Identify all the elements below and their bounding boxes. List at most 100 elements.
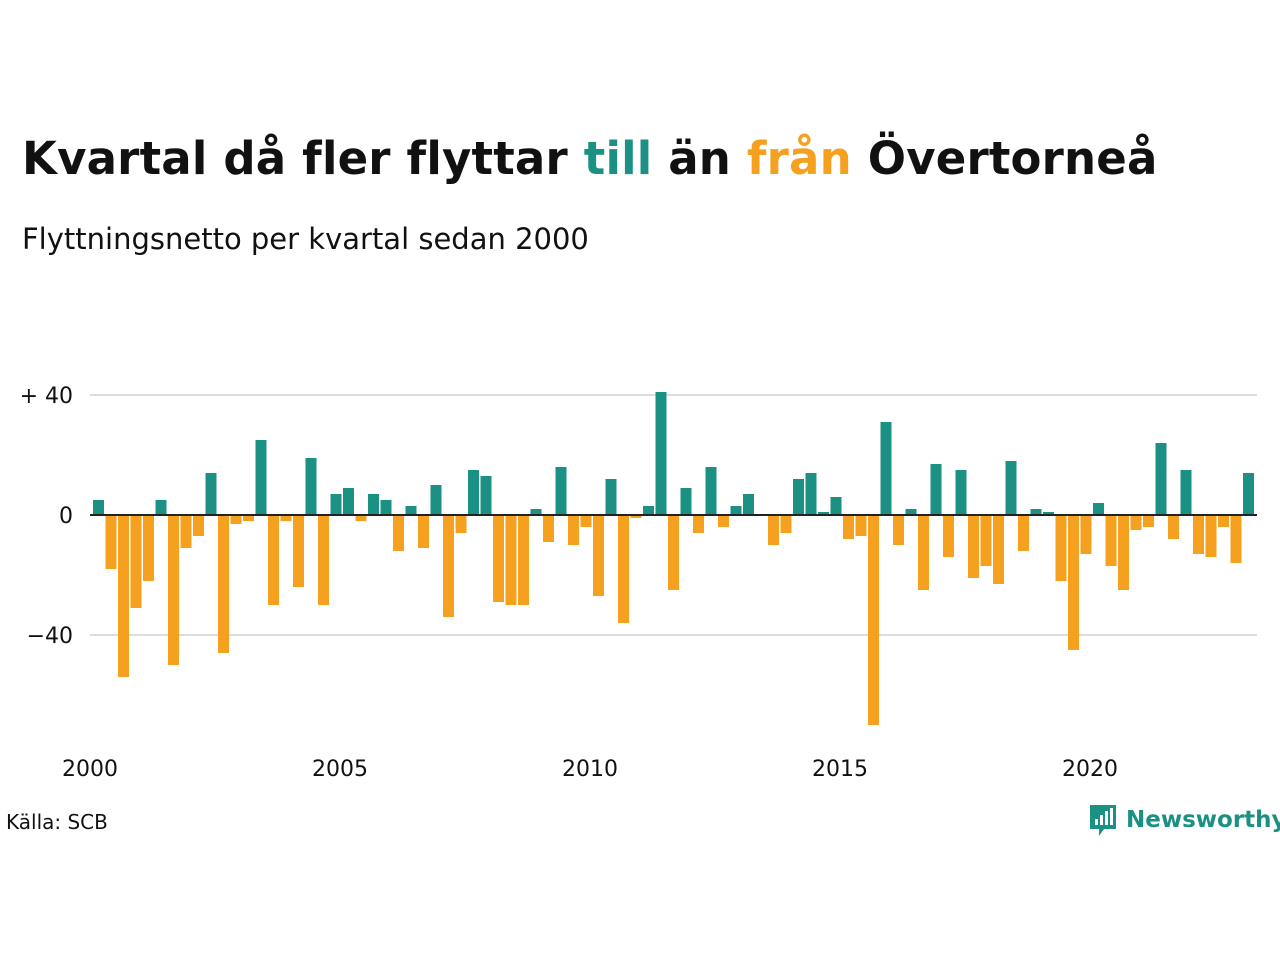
bar	[330, 494, 342, 515]
bar	[993, 515, 1004, 584]
y-tick-labels: + 40 0 −40	[20, 384, 73, 649]
x-tick-label: 2000	[62, 757, 118, 782]
bar	[955, 470, 967, 515]
bar	[805, 473, 817, 515]
bar	[1155, 443, 1167, 515]
bar	[693, 515, 704, 533]
bar	[255, 440, 267, 515]
bar	[980, 515, 992, 566]
bars	[90, 392, 1257, 725]
bar	[1218, 515, 1229, 527]
bar	[1118, 515, 1129, 590]
bar	[468, 470, 479, 515]
bar	[793, 479, 804, 515]
bar	[93, 500, 104, 515]
bar	[1093, 503, 1104, 515]
bar	[1180, 470, 1192, 515]
bar	[193, 515, 204, 536]
bar	[1130, 515, 1142, 530]
x-tick-label: 2020	[1062, 757, 1118, 782]
bar-chart: + 40 0 −40 2000 2005 2010 2015 2020	[20, 384, 1257, 782]
bar	[855, 515, 867, 536]
bar	[868, 515, 879, 725]
bar	[818, 512, 829, 515]
bar	[243, 515, 254, 521]
x-tick-label: 2015	[812, 757, 868, 782]
bar	[1030, 509, 1042, 515]
bar	[455, 515, 467, 533]
bar	[1205, 515, 1217, 557]
bar	[780, 515, 792, 533]
bar	[930, 464, 942, 515]
bar	[230, 515, 242, 524]
bar	[943, 515, 954, 557]
bar	[643, 506, 654, 515]
bar	[293, 515, 304, 587]
bar	[430, 485, 442, 515]
bar	[443, 515, 454, 617]
title-fran: från	[746, 132, 852, 185]
bar	[605, 479, 617, 515]
bar	[318, 515, 329, 605]
bar	[480, 476, 492, 515]
x-tick-label: 2010	[562, 757, 618, 782]
y-tick-label: + 40	[20, 384, 73, 409]
bar	[630, 515, 642, 518]
bar	[730, 506, 742, 515]
bar	[705, 467, 717, 515]
bar	[105, 515, 117, 569]
bar	[543, 515, 554, 542]
bar	[130, 515, 142, 608]
brand-logo: Newsworthy	[1088, 802, 1280, 838]
y-tick-label: 0	[59, 504, 73, 529]
y-tick-label: −40	[27, 624, 73, 649]
title-part-3: Övertorneå	[851, 132, 1158, 185]
bar	[405, 506, 417, 515]
bar	[305, 458, 317, 515]
bar	[743, 494, 754, 515]
bar	[343, 488, 354, 515]
bar	[1018, 515, 1029, 551]
bar	[218, 515, 229, 653]
bar	[118, 515, 129, 677]
bar	[168, 515, 179, 665]
bar	[593, 515, 604, 596]
bar	[268, 515, 279, 605]
bar	[580, 515, 592, 527]
bar	[1068, 515, 1079, 650]
bar	[1243, 473, 1254, 515]
bar	[655, 392, 667, 515]
bar	[393, 515, 404, 551]
title-till: till	[583, 132, 653, 185]
bar	[180, 515, 192, 548]
chart-title: Kvartal då fler flyttar till än från Öve…	[22, 132, 1158, 185]
bar	[918, 515, 929, 590]
brand-name: Newsworthy	[1126, 807, 1280, 833]
bar	[143, 515, 154, 581]
bar	[1005, 461, 1017, 515]
source-note: Källa: SCB	[6, 810, 108, 834]
title-part-2: än	[652, 132, 747, 185]
bar	[1193, 515, 1204, 554]
bar	[355, 515, 367, 521]
title-part-1: Kvartal då fler flyttar	[22, 132, 584, 185]
x-tick-label: 2005	[312, 757, 368, 782]
bar	[968, 515, 979, 578]
bar	[1105, 515, 1117, 566]
newsworthy-logo-icon	[1090, 805, 1116, 836]
bar	[1080, 515, 1092, 554]
bar	[843, 515, 854, 539]
bar	[1043, 512, 1054, 515]
x-tick-labels: 2000 2005 2010 2015 2020	[62, 757, 1118, 782]
bar	[893, 515, 904, 545]
bar	[280, 515, 292, 521]
bar	[518, 515, 529, 605]
bar	[618, 515, 629, 623]
bar	[1168, 515, 1179, 539]
bar	[530, 509, 542, 515]
bar	[830, 497, 842, 515]
bar	[205, 473, 217, 515]
bar	[668, 515, 679, 590]
bar	[418, 515, 429, 548]
bar	[493, 515, 504, 602]
